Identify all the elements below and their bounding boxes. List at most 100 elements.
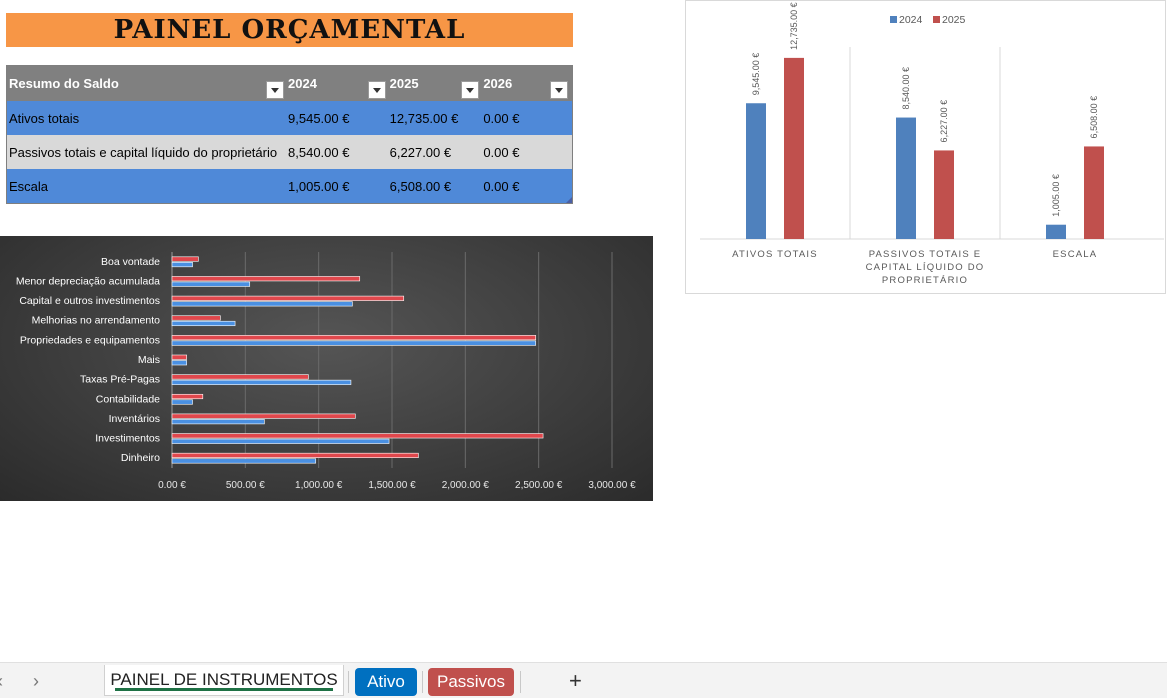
category-label: CAPITAL LÍQUIDO DO [866,262,985,273]
column [934,150,954,239]
column [1084,146,1104,239]
category-label: ATIVOS TOTAIS [732,249,818,260]
x-tick-label: 1,500.00 € [368,480,416,491]
tab-label: Passivos [436,672,506,691]
bar [171,399,193,405]
table-cell[interactable]: 8,540.00 € [288,144,350,160]
bar [171,256,199,262]
y-category-label: Capital e outros investimentos [19,295,160,307]
bar [171,315,221,321]
balance-summary-table: Resumo do Saldo 2024 2025 2026 Ativos to… [6,65,573,204]
bar [171,320,236,327]
tab-ativo[interactable]: Ativo [355,668,417,696]
tab-label: PAINEL DE INSTRUMENTOS [110,670,338,689]
add-sheet-icon[interactable]: + [569,668,582,693]
filter-dropdown-button[interactable] [367,81,386,99]
legend-swatch [890,16,897,23]
legend-swatch [933,16,940,23]
active-tab-underline [115,688,333,691]
header-cell-summary: Resumo do Saldo [7,66,288,101]
header-cell-2026: 2026 [483,66,572,101]
column [896,117,916,239]
y-category-label: Melhorias no arrendamento [32,315,161,327]
y-category-label: Dinheiro [121,452,160,464]
bar [171,360,187,366]
table-header-row: Resumo do Saldo 2024 2025 2026 [7,66,572,101]
table-cell[interactable]: Ativos totais [9,110,80,126]
table-cell[interactable]: 1,005.00 € [288,178,350,194]
tab-separator [422,671,423,693]
previous-sheet-arrow-icon[interactable]: ‹ [0,671,3,692]
legend-label: 2024 [899,14,923,26]
header-cell-2024: 2024 [288,66,390,101]
category-label: ESCALA [1053,249,1098,260]
table-row: Ativos totais 9,545.00 € 12,735.00 € 0.0… [7,101,572,135]
table-cell[interactable]: 0.00 € [483,178,520,194]
tab-painel-de-instrumentos[interactable]: PAINEL DE INSTRUMENTOS [104,665,344,696]
bar [171,354,187,360]
y-category-label: Investimentos [95,433,160,445]
table-cell[interactable]: 12,735.00 € [389,110,459,126]
column [1046,224,1066,239]
category-label: PASSIVOS TOTAIS E [869,249,982,260]
column [784,57,804,239]
bar [171,413,356,419]
y-category-label: Taxas Pré-Pagas [80,374,160,386]
column-chart-svg: 9,545.00 € 12,735.00 € ATIVOS TOTAIS 8,540.… [700,2,1164,286]
y-category-label: Inventários [109,413,160,425]
yearly-totals-column-chart[interactable]: 9,545.00 € 12,735.00 € ATIVOS TOTAIS 8,540.… [685,0,1166,294]
data-label: 12,735.00 € [789,2,799,50]
bar [171,433,544,439]
balance-items-bar-chart[interactable]: 0.00 € 500.00 € 1,000.00 € 1,500.00 € 2,000.… [0,236,653,501]
data-label: 6,508.00 € [1089,96,1099,139]
bar [171,281,251,287]
legend-label: 2025 [942,14,966,26]
header-cell-2025: 2025 [390,66,484,101]
table-cell[interactable]: 6,227.00 € [389,144,452,160]
x-tick-label: 1,000.00 € [295,480,343,491]
category-label: PROPRIETÁRIO [882,275,968,286]
tab-separator [348,671,349,693]
x-tick-label: 2,500.00 € [515,480,563,491]
bar [171,276,361,282]
table-cell[interactable]: Passivos totais e capital líquido do pro… [9,144,278,160]
y-category-label: Contabilidade [96,393,160,405]
table-cell[interactable]: 0.00 € [483,144,520,160]
sheet-tab-bar: ‹ › PAINEL DE INSTRUMENTOS Ativo Passivo… [0,662,1167,698]
table-resize-handle[interactable] [566,197,572,203]
filter-dropdown-button[interactable] [550,81,569,99]
y-category-label: Boa vontade [101,256,160,268]
table-cell[interactable]: 0.00 € [483,110,520,126]
bar [171,295,405,301]
data-label: 6,227.00 € [939,100,949,143]
filter-dropdown-button[interactable] [461,81,480,99]
table-cell[interactable]: Escala [9,178,49,194]
bar [171,262,193,268]
table-cell[interactable]: 6,508.00 € [389,178,452,194]
x-tick-label: 500.00 € [226,480,265,491]
tab-passivos[interactable]: Passivos [428,668,514,696]
bar [171,374,309,380]
dashboard-title: PAINEL ORÇAMENTAL [6,13,573,47]
bar [171,458,317,464]
column [746,103,766,239]
bar [171,335,537,341]
tab-label: Ativo [367,672,405,691]
data-label: 1,005.00 € [1051,174,1061,217]
bar [171,452,419,458]
table-cell[interactable]: 9,545.00 € [288,110,350,126]
bar [171,301,353,307]
next-sheet-arrow-icon[interactable]: › [33,671,39,691]
data-label: 8,540.00 € [901,67,911,110]
data-label: 9,545.00 € [751,53,761,96]
tab-separator [520,671,521,693]
bar [171,393,204,400]
dashboard-title-text: PAINEL ORÇAMENTAL [113,15,466,45]
filter-dropdown-button[interactable] [266,81,285,99]
y-category-label: Menor depreciação acumulada [16,275,160,287]
bar-chart-svg: 0.00 € 500.00 € 1,000.00 € 1,500.00 € 2,000.… [16,252,636,491]
table-row: Passivos totais e capital líquido do pro… [7,135,572,169]
bar [171,419,265,425]
x-tick-label: 2,000.00 € [442,480,490,491]
x-tick-label: 0.00 € [158,480,186,491]
